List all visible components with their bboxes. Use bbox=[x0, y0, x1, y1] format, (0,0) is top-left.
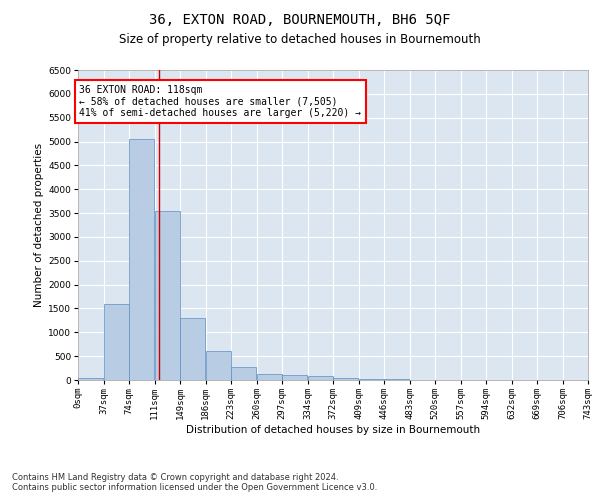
Bar bbox=[231, 367, 256, 380]
Bar bbox=[282, 375, 307, 380]
Bar bbox=[257, 374, 282, 380]
Bar bbox=[308, 376, 333, 380]
Bar bbox=[206, 352, 231, 380]
Text: 36 EXTON ROAD: 118sqm
← 58% of detached houses are smaller (7,505)
41% of semi-d: 36 EXTON ROAD: 118sqm ← 58% of detached … bbox=[79, 86, 361, 118]
Text: 36, EXTON ROAD, BOURNEMOUTH, BH6 5QF: 36, EXTON ROAD, BOURNEMOUTH, BH6 5QF bbox=[149, 12, 451, 26]
Text: Contains public sector information licensed under the Open Government Licence v3: Contains public sector information licen… bbox=[12, 484, 377, 492]
Bar bbox=[359, 378, 384, 380]
Bar bbox=[129, 139, 154, 380]
X-axis label: Distribution of detached houses by size in Bournemouth: Distribution of detached houses by size … bbox=[186, 425, 480, 434]
Text: Size of property relative to detached houses in Bournemouth: Size of property relative to detached ho… bbox=[119, 32, 481, 46]
Bar bbox=[180, 318, 205, 380]
Bar bbox=[155, 210, 180, 380]
Bar bbox=[384, 379, 409, 380]
Bar bbox=[104, 304, 129, 380]
Bar bbox=[333, 378, 358, 380]
Text: Contains HM Land Registry data © Crown copyright and database right 2024.: Contains HM Land Registry data © Crown c… bbox=[12, 474, 338, 482]
Y-axis label: Number of detached properties: Number of detached properties bbox=[34, 143, 44, 307]
Bar bbox=[78, 378, 103, 380]
